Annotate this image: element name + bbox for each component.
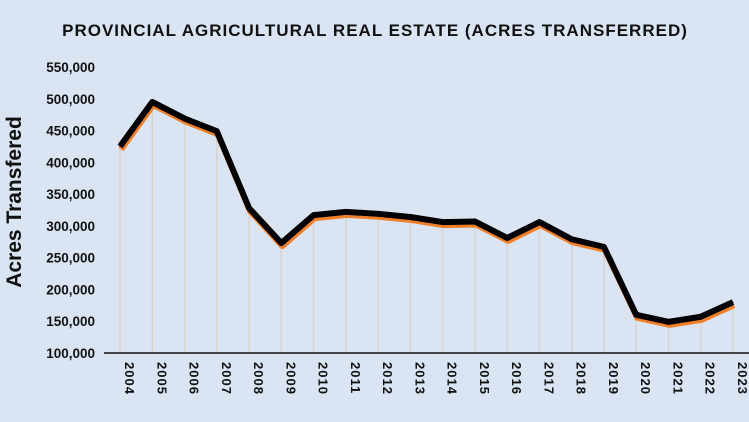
- data-point: [538, 221, 540, 223]
- x-tick-label: 2008: [251, 362, 266, 395]
- chart-title: PROVINCIAL AGRICULTURAL REAL ESTATE (ACR…: [62, 21, 688, 40]
- data-point: [506, 237, 508, 239]
- data-point: [248, 207, 250, 209]
- x-tick-label: 2010: [316, 362, 331, 395]
- data-point: [603, 246, 605, 248]
- x-tick-label: 2022: [703, 362, 718, 395]
- data-point: [635, 314, 637, 316]
- x-tick-label: 2004: [122, 362, 137, 395]
- y-tick-label: 550,000: [46, 60, 95, 75]
- series-line-shadow: [118, 101, 736, 328]
- x-tick-label: 2013: [412, 362, 427, 395]
- y-tick-label: 250,000: [46, 251, 95, 266]
- y-tick-label: 450,000: [46, 124, 95, 139]
- data-point: [409, 216, 411, 218]
- x-tick-label: 2020: [638, 362, 653, 395]
- x-tick-label: 2023: [735, 362, 749, 395]
- x-tick-label: 2006: [187, 362, 202, 395]
- data-point: [377, 213, 379, 215]
- y-tick-label: 500,000: [46, 92, 95, 107]
- y-tick-label: 200,000: [46, 282, 95, 297]
- data-point: [184, 117, 186, 119]
- data-point: [216, 130, 218, 132]
- data-point: [313, 214, 315, 216]
- y-tick-label: 100,000: [46, 346, 95, 361]
- data-point: [280, 242, 282, 244]
- x-tick-label: 2011: [348, 362, 363, 394]
- x-tick-label: 2012: [380, 362, 395, 395]
- y-axis-label: Acres Transfered: [3, 116, 26, 288]
- x-tick-label: 2021: [670, 362, 685, 395]
- data-point: [667, 321, 669, 323]
- y-tick-label: 300,000: [46, 219, 95, 234]
- x-tick-label: 2009: [283, 362, 298, 395]
- data-point: [571, 238, 573, 240]
- series-line: [117, 98, 735, 325]
- x-tick-label: 2019: [606, 362, 621, 395]
- y-tick-label: 400,000: [46, 155, 95, 170]
- x-tick-label: 2007: [219, 362, 234, 395]
- x-tick-label: 2017: [541, 362, 556, 395]
- x-tick-label: 2014: [445, 362, 460, 395]
- data-point: [151, 101, 153, 103]
- x-tick-label: 2015: [477, 362, 492, 395]
- y-tick-label: 150,000: [46, 314, 95, 329]
- y-tick-label: 350,000: [46, 187, 95, 202]
- x-tick-label: 2018: [574, 362, 589, 395]
- data-point: [474, 220, 476, 222]
- data-point: [700, 316, 702, 318]
- data-point: [732, 301, 734, 303]
- x-tick-label: 2016: [509, 362, 524, 395]
- data-point: [442, 221, 444, 223]
- x-tick-label: 2005: [154, 362, 169, 395]
- data-point: [119, 145, 121, 147]
- data-point: [345, 211, 347, 213]
